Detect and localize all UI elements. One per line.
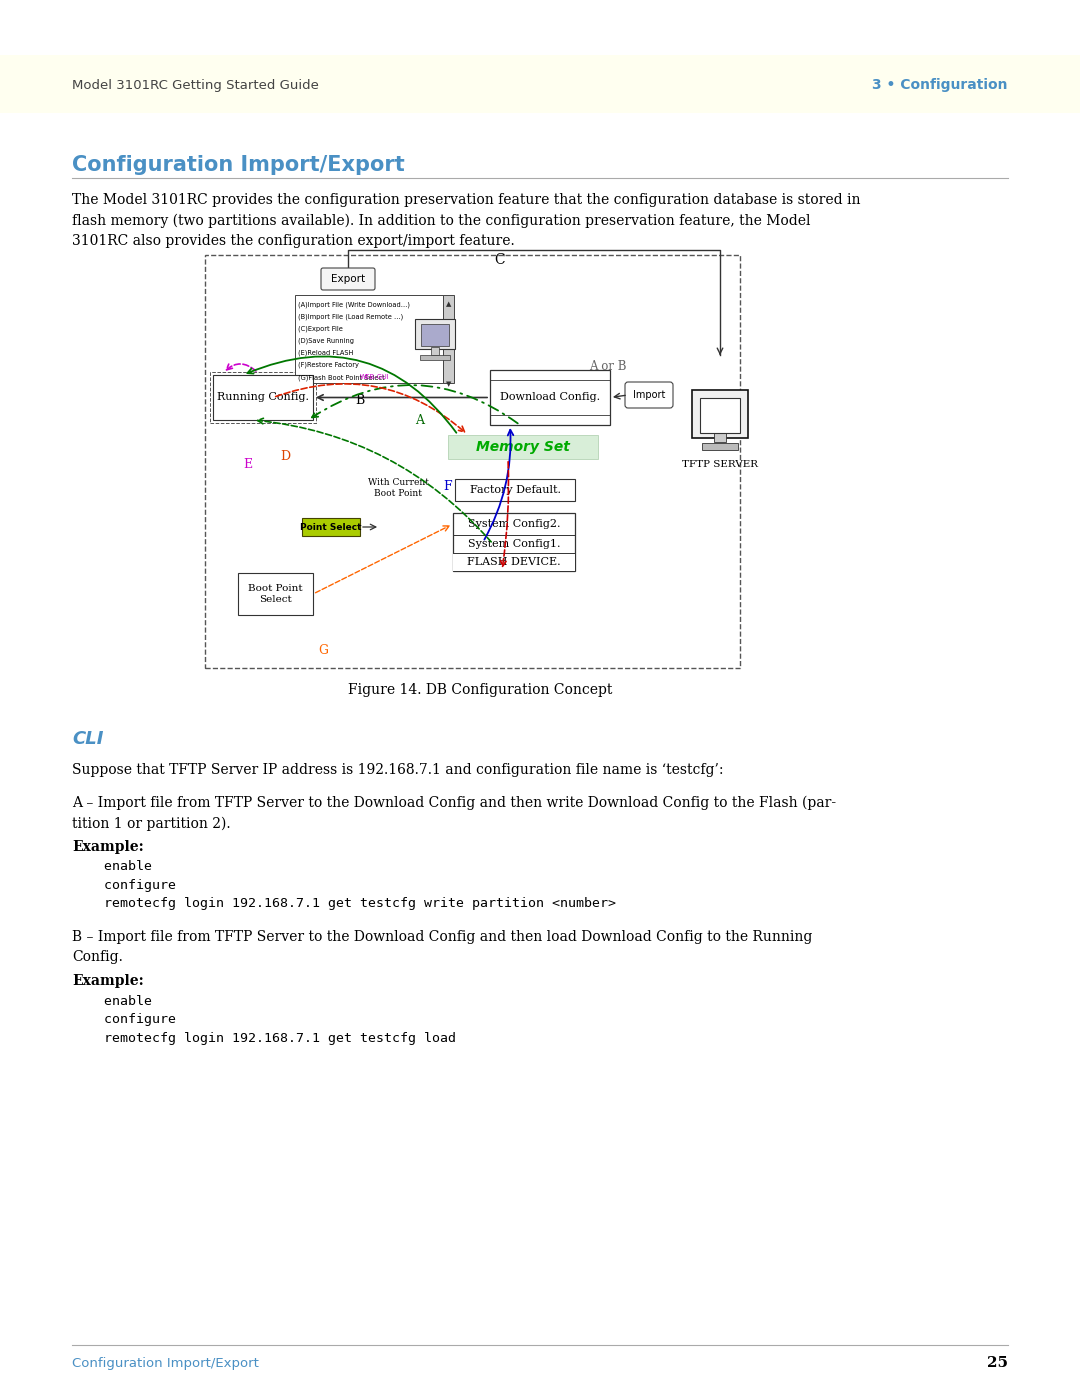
Text: (B)Import File (Load Remote …): (B)Import File (Load Remote …) xyxy=(298,313,403,320)
Text: 3 • Configuration: 3 • Configuration xyxy=(873,78,1008,92)
Text: Factory Default.: Factory Default. xyxy=(470,485,561,495)
Text: 25: 25 xyxy=(987,1356,1008,1370)
FancyBboxPatch shape xyxy=(692,390,748,439)
FancyBboxPatch shape xyxy=(443,295,454,383)
Text: TFTP SERVER: TFTP SERVER xyxy=(681,460,758,469)
Text: (E)Reload FLASH: (E)Reload FLASH xyxy=(298,349,353,356)
FancyBboxPatch shape xyxy=(302,518,360,536)
FancyBboxPatch shape xyxy=(210,372,316,423)
Text: Configuration Import/Export: Configuration Import/Export xyxy=(72,155,405,175)
Text: G: G xyxy=(318,644,328,657)
Text: (F)Restore Factory: (F)Restore Factory xyxy=(298,362,359,369)
FancyBboxPatch shape xyxy=(431,346,438,355)
Text: A: A xyxy=(416,414,424,426)
Text: FLASH DEVICE.: FLASH DEVICE. xyxy=(468,557,561,567)
Text: Configuration Import/Export: Configuration Import/Export xyxy=(72,1356,259,1369)
FancyBboxPatch shape xyxy=(420,355,450,360)
Text: ▲: ▲ xyxy=(446,300,451,307)
Text: The Model 3101RC provides the configuration preservation feature that the config: The Model 3101RC provides the configurat… xyxy=(72,193,861,247)
Text: Point Select: Point Select xyxy=(300,522,362,531)
Text: A or B: A or B xyxy=(590,360,626,373)
FancyBboxPatch shape xyxy=(205,256,740,668)
FancyBboxPatch shape xyxy=(453,553,575,571)
Text: B – Import file from TFTP Server to the Download Config and then load Download C: B – Import file from TFTP Server to the … xyxy=(72,930,812,964)
Text: Import: Import xyxy=(633,390,665,400)
Text: Suppose that TFTP Server IP address is 192.168.7.1 and configuration file name i: Suppose that TFTP Server IP address is 1… xyxy=(72,763,724,777)
Text: Memory Set: Memory Set xyxy=(476,440,570,454)
FancyBboxPatch shape xyxy=(213,374,313,420)
Text: Running Config.: Running Config. xyxy=(217,393,309,402)
Text: System Config2.: System Config2. xyxy=(468,520,561,529)
FancyBboxPatch shape xyxy=(415,319,455,349)
Text: Boot Point
Select: Boot Point Select xyxy=(248,584,302,604)
Text: Model 3101RC Getting Started Guide: Model 3101RC Getting Started Guide xyxy=(72,78,319,91)
FancyBboxPatch shape xyxy=(702,443,738,450)
Text: enable
    configure
    remotecfg login 192.168.7.1 get testcfg write partition: enable configure remotecfg login 192.168… xyxy=(72,861,616,909)
FancyBboxPatch shape xyxy=(321,268,375,291)
FancyBboxPatch shape xyxy=(448,434,598,460)
Text: ▼: ▼ xyxy=(446,381,451,387)
Text: WEB-GUI: WEB-GUI xyxy=(360,374,390,380)
Text: enable
    configure
    remotecfg login 192.168.7.1 get testcfg load: enable configure remotecfg login 192.168… xyxy=(72,995,456,1045)
Text: B: B xyxy=(355,394,365,407)
Text: (C)Export File: (C)Export File xyxy=(298,326,342,332)
Text: (D)Save Running: (D)Save Running xyxy=(298,338,354,344)
Text: Example:: Example: xyxy=(72,974,144,988)
Text: Figure 14. DB Configuration Concept: Figure 14. DB Configuration Concept xyxy=(348,683,612,697)
Text: (G)Flash Boot Point Select: (G)Flash Boot Point Select xyxy=(298,374,389,381)
FancyBboxPatch shape xyxy=(714,432,726,441)
FancyBboxPatch shape xyxy=(295,295,443,383)
Text: System Config1.: System Config1. xyxy=(468,539,561,549)
FancyBboxPatch shape xyxy=(700,398,740,433)
FancyBboxPatch shape xyxy=(453,513,575,571)
Text: C: C xyxy=(495,253,505,267)
FancyBboxPatch shape xyxy=(238,573,313,615)
FancyBboxPatch shape xyxy=(421,324,449,346)
Text: F: F xyxy=(443,481,451,493)
FancyBboxPatch shape xyxy=(490,370,610,425)
FancyBboxPatch shape xyxy=(455,479,575,502)
Text: Export: Export xyxy=(330,274,365,284)
Bar xyxy=(0,54,1080,113)
Text: Example:: Example: xyxy=(72,840,144,854)
Text: D: D xyxy=(280,450,291,462)
Text: CLI: CLI xyxy=(72,731,104,747)
Text: With Current
Boot Point: With Current Boot Point xyxy=(367,478,429,499)
Text: E: E xyxy=(243,458,253,472)
Text: Download Config.: Download Config. xyxy=(500,393,600,402)
FancyBboxPatch shape xyxy=(625,381,673,408)
Text: A – Import file from TFTP Server to the Download Config and then write Download : A – Import file from TFTP Server to the … xyxy=(72,796,836,831)
Text: (A)Import File (Write Download…): (A)Import File (Write Download…) xyxy=(298,300,410,307)
